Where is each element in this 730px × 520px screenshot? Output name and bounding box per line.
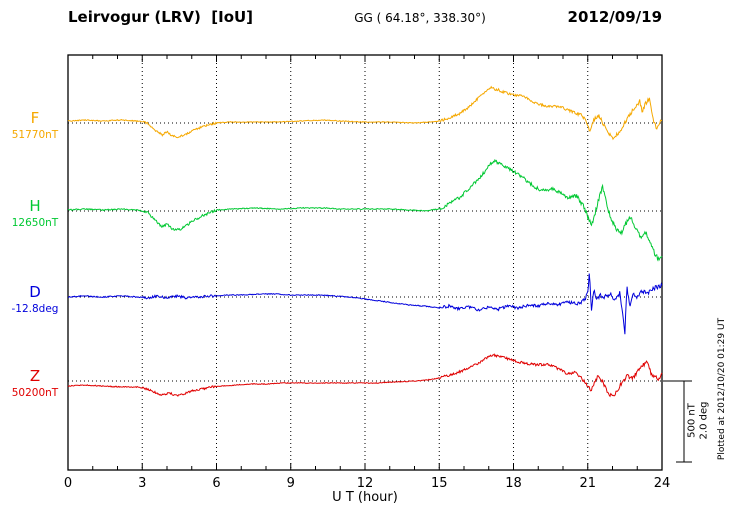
station-title: Leirvogur (LRV) [IoU] bbox=[68, 8, 254, 26]
component-letter-H: H bbox=[29, 197, 41, 215]
x-axis-label: U T (hour) bbox=[332, 490, 398, 505]
x-tick-label: 21 bbox=[579, 476, 596, 491]
scalebar-label-deg: 2.0 deg bbox=[698, 401, 710, 440]
trace-H bbox=[68, 158, 663, 262]
trace-Z bbox=[67, 353, 663, 398]
x-tick-label: 18 bbox=[505, 476, 522, 491]
component-letter-D: D bbox=[29, 283, 41, 301]
x-tick-label: 6 bbox=[212, 476, 220, 491]
x-tick-label: 9 bbox=[287, 476, 295, 491]
x-tick-label: 3 bbox=[138, 476, 146, 491]
component-baseline-D: -12.8deg bbox=[11, 303, 59, 315]
trace-D bbox=[67, 273, 663, 335]
component-baseline-Z: 50200nT bbox=[11, 387, 59, 399]
x-tick-label: 0 bbox=[64, 476, 72, 491]
scalebar-label-nt: 500 nT bbox=[686, 403, 698, 438]
component-baseline-F: 51770nT bbox=[11, 129, 59, 141]
date-label: 2012/09/19 bbox=[567, 8, 662, 26]
component-letter-Z: Z bbox=[29, 367, 41, 385]
plotted-at-credit: Plotted at 2012/10/20 01:29 UT bbox=[717, 317, 727, 461]
x-tick-label: 15 bbox=[431, 476, 448, 491]
component-label-D: D -12.8deg bbox=[6, 283, 64, 315]
component-baseline-H: 12650nT bbox=[11, 217, 59, 229]
x-tick-label: 12 bbox=[357, 476, 374, 491]
component-label-H: H 12650nT bbox=[6, 197, 64, 229]
x-tick-label: 24 bbox=[654, 476, 671, 491]
component-label-F: F 51770nT bbox=[6, 109, 64, 141]
component-label-Z: Z 50200nT bbox=[6, 367, 64, 399]
component-letter-F: F bbox=[30, 109, 40, 127]
trace-F bbox=[67, 85, 663, 141]
geographic-coordinates: GG ( 64.18°, 338.30°) bbox=[354, 11, 486, 25]
